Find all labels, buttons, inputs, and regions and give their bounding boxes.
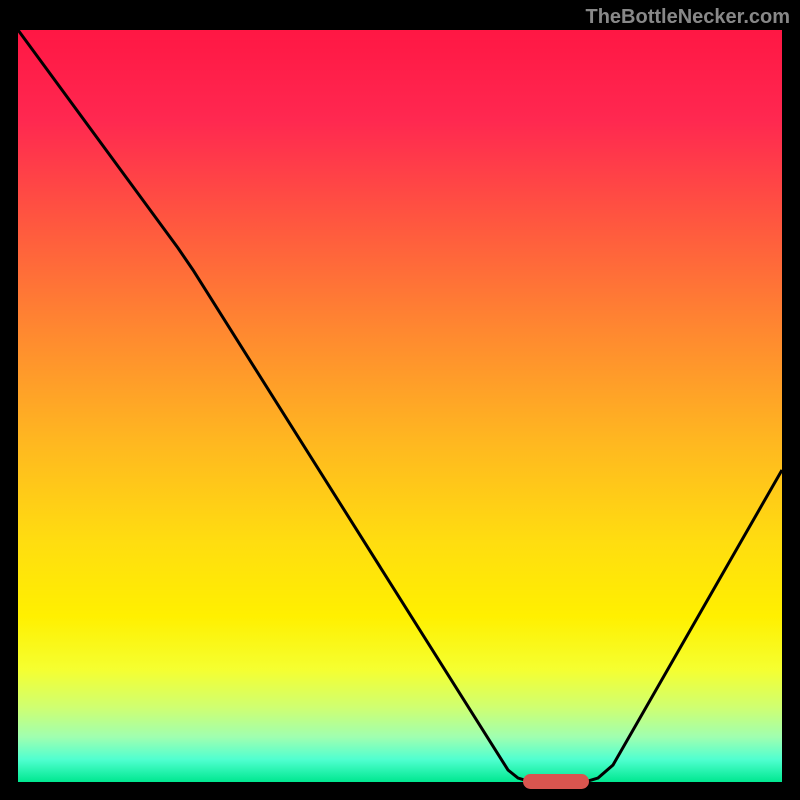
optimal-marker [523, 774, 589, 789]
chart-container [18, 30, 782, 782]
bottleneck-curve [18, 30, 782, 782]
watermark-text: TheBottleNecker.com [585, 6, 790, 29]
